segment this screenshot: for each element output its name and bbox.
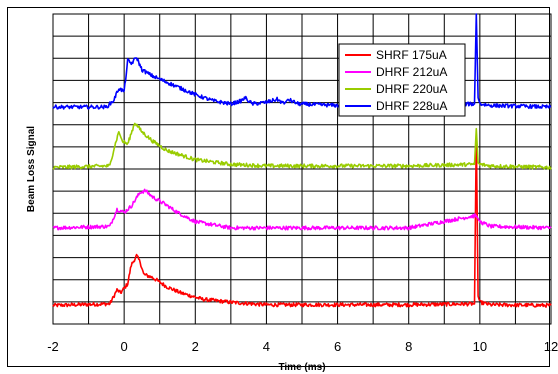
x-tick-label: 6: [334, 339, 341, 354]
y-axis-title: Beam Loss Signal: [26, 126, 37, 212]
x-tick-label: 2: [192, 339, 199, 354]
x-axis-title: Time (ms): [278, 362, 325, 373]
legend-label: SHRF 175uA: [376, 48, 447, 62]
series-line-3: [52, 13, 552, 110]
x-tick-label: 10: [473, 339, 487, 354]
x-tick-labels: -2 0 2 4 6 8 10 12: [47, 339, 558, 354]
series-layer: [52, 13, 552, 308]
series-line-0: [52, 134, 552, 308]
x-tick-label: 4: [263, 339, 270, 354]
x-tick-label: 8: [405, 339, 412, 354]
series-line-2: [52, 122, 552, 170]
legend-label: DHRF 228uA: [376, 99, 447, 113]
legend: SHRF 175uA DHRF 212uA DHRF 220uA DHRF 228uA: [338, 43, 466, 117]
legend-label: DHRF 212uA: [376, 65, 447, 79]
series-line-1: [52, 188, 552, 231]
x-tick-label: 12: [544, 339, 558, 354]
legend-label: DHRF 220uA: [376, 82, 447, 96]
x-tick-label: 0: [121, 339, 128, 354]
x-tick-label: -2: [47, 339, 59, 354]
legend-box: [338, 43, 466, 117]
